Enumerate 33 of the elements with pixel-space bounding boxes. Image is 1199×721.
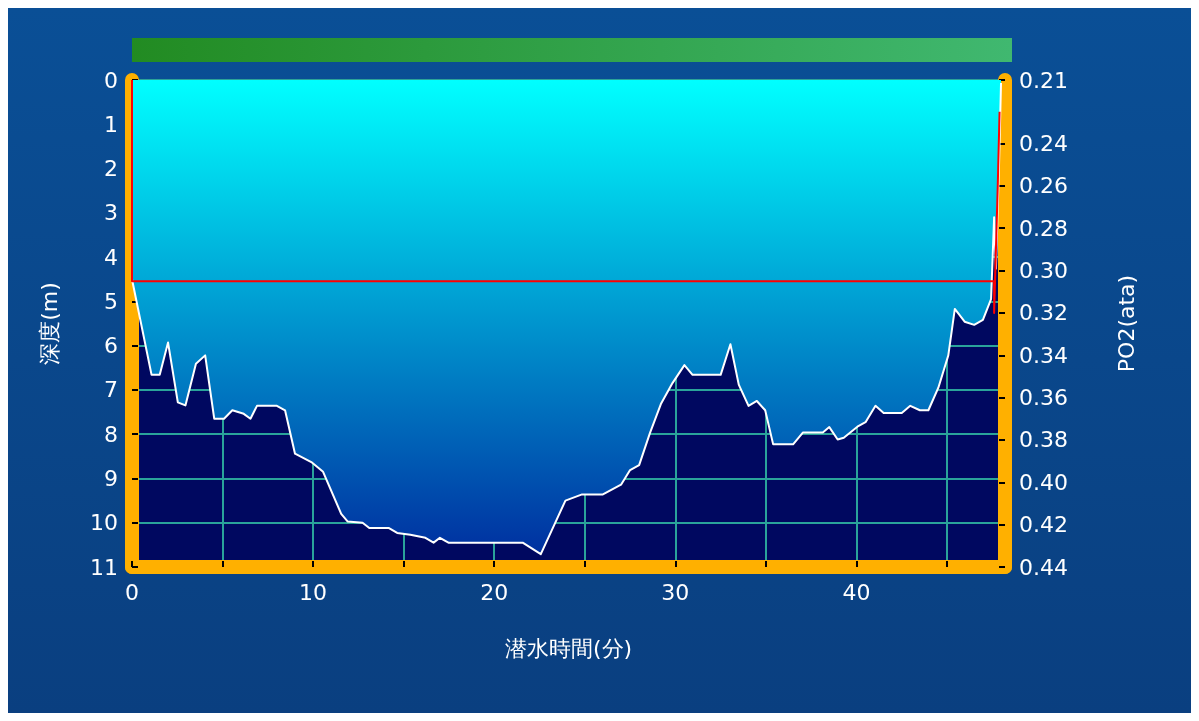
y-tick-label: 2 — [104, 156, 118, 182]
y2-tick-label: 0.40 — [1019, 469, 1068, 495]
y-tick-label: 5 — [104, 288, 118, 314]
y-tick-label: 7 — [104, 377, 118, 403]
line-series — [131, 79, 1001, 314]
x-tick-label: 10 — [299, 579, 328, 605]
y2-tick-label: 0.42 — [1019, 512, 1068, 538]
y-axis-title: 深度(m) — [36, 282, 62, 365]
y-tick-label: 9 — [104, 465, 118, 491]
y-tick-label: 10 — [90, 510, 118, 536]
y-tick-label: 6 — [104, 333, 118, 359]
y2-tick-label: 0.38 — [1019, 427, 1068, 453]
x-tick-label: 30 — [661, 579, 690, 605]
y2-tick-label: 0.30 — [1019, 258, 1068, 284]
y2-tick-label: 0.34 — [1019, 342, 1068, 368]
y-tick-label: 8 — [104, 421, 118, 447]
y2-tick-label: 0.28 — [1019, 215, 1068, 241]
y2-tick-label: 0.26 — [1019, 173, 1068, 199]
y-tick-label: 1 — [104, 111, 118, 137]
y-tick-label: 0 — [104, 67, 118, 93]
y2-tick-label: 0.24 — [1019, 131, 1068, 157]
y2-tick-label: 0.36 — [1019, 385, 1068, 411]
y2-tick-label: 0.21 — [1019, 67, 1068, 93]
y-tick-label: 11 — [90, 554, 118, 580]
x-tick-label: 20 — [480, 579, 509, 605]
x-tick-label: 40 — [842, 579, 871, 605]
y2-axis-title: PO2(ata) — [1113, 274, 1139, 373]
x-axis-title: 潜水時間(分) — [504, 635, 633, 661]
y-tick-label: 3 — [104, 200, 118, 226]
y2-tick-label: 0.32 — [1019, 300, 1068, 326]
y2-tick-label: 0.44 — [1019, 554, 1068, 580]
y-tick-label: 4 — [104, 244, 118, 270]
x-tick-label: 0 — [125, 579, 139, 605]
